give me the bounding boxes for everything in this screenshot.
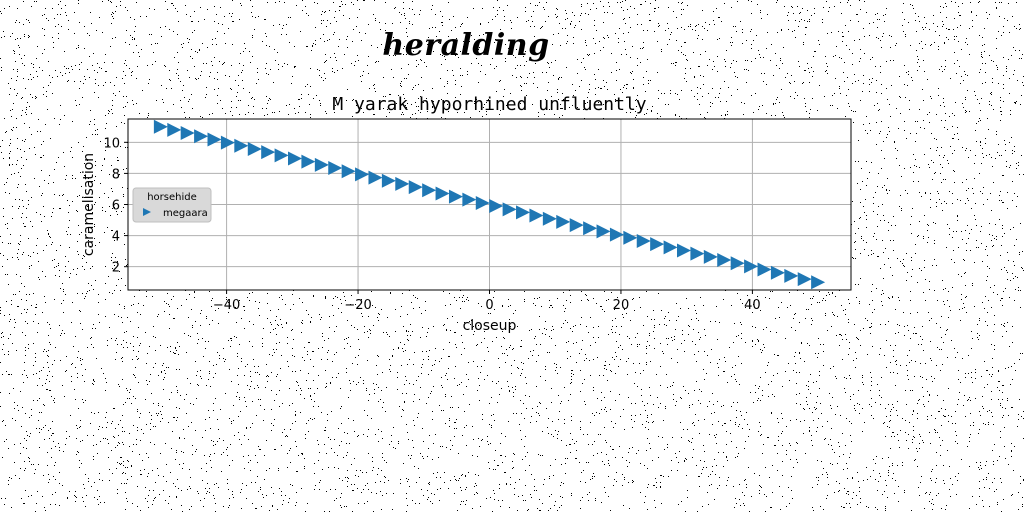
data-point: [730, 256, 745, 271]
legend-marker: [143, 208, 151, 216]
data-point: [556, 214, 571, 229]
data-point: [301, 154, 316, 169]
data-point: [341, 164, 356, 179]
x-tick-label: −20: [344, 298, 371, 313]
data-point: [368, 170, 383, 185]
data-point: [596, 224, 611, 239]
data-point: [180, 125, 195, 140]
data-point: [475, 195, 490, 210]
legend-entry-label: megaara: [163, 208, 208, 219]
y-tick-label: 2: [112, 261, 120, 276]
data-point: [717, 252, 732, 267]
x-axis-label: closeup: [463, 318, 517, 334]
figure-suptitle: heralding: [382, 28, 550, 63]
data-point: [676, 243, 691, 258]
data-point: [770, 265, 785, 280]
data-point: [395, 176, 410, 191]
x-tick-label: 40: [744, 298, 761, 313]
chart-title: M yarak hyporhined unfluently: [332, 94, 646, 115]
data-point: [529, 208, 544, 223]
data-point: [650, 237, 665, 252]
legend-box: [132, 187, 212, 223]
y-tick-label: 8: [112, 167, 120, 182]
y-tick-label: 10: [103, 136, 120, 151]
data-point: [663, 240, 678, 255]
plot-frame: [127, 118, 852, 291]
x-tick-label: 20: [613, 298, 630, 313]
data-point: [435, 186, 450, 201]
data-point: [489, 199, 504, 214]
y-axis-label: caramelisation: [81, 153, 97, 256]
data-point: [153, 119, 168, 134]
data-point: [328, 160, 343, 175]
data-point: [274, 148, 289, 163]
data-point: [690, 246, 705, 261]
data-point: [502, 202, 517, 217]
data-point: [220, 135, 235, 150]
x-tick-label: 0: [485, 298, 493, 313]
data-point: [167, 122, 182, 137]
data-point: [744, 259, 759, 274]
data-point: [757, 262, 772, 277]
data-point: [207, 132, 222, 147]
data-point: [261, 145, 276, 160]
data-point: [797, 272, 812, 287]
data-point: [422, 183, 437, 198]
y-tick-label: 4: [112, 230, 120, 245]
data-point: [247, 142, 262, 157]
data-point: [462, 192, 477, 207]
data-point: [381, 173, 396, 188]
data-point: [569, 218, 584, 233]
data-point: [448, 189, 463, 204]
legend-title: horsehide: [147, 192, 197, 203]
data-point: [234, 138, 249, 153]
data-point: [542, 211, 557, 226]
data-point: [194, 129, 209, 144]
data-point: [355, 167, 370, 182]
data-point: [784, 268, 799, 283]
data-point: [636, 234, 651, 249]
data-point: [288, 151, 303, 166]
data-point: [609, 227, 624, 242]
x-tick-label: −40: [213, 298, 240, 313]
data-point: [811, 275, 826, 290]
data-point: [703, 249, 718, 264]
data-point: [314, 157, 329, 172]
data-point: [623, 230, 638, 245]
data-point: [408, 180, 423, 195]
data-point: [516, 205, 531, 220]
y-tick-label: 6: [112, 199, 120, 214]
data-point: [583, 221, 598, 236]
